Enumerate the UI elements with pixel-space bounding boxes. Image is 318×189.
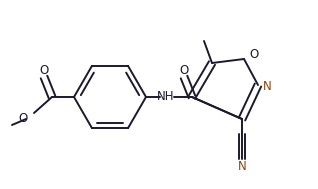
- Text: N: N: [263, 81, 271, 94]
- Text: O: O: [39, 64, 49, 77]
- Text: O: O: [249, 49, 259, 61]
- Text: O: O: [179, 64, 189, 77]
- Text: N: N: [238, 160, 246, 174]
- Text: NH: NH: [157, 91, 175, 104]
- Text: O: O: [19, 112, 28, 125]
